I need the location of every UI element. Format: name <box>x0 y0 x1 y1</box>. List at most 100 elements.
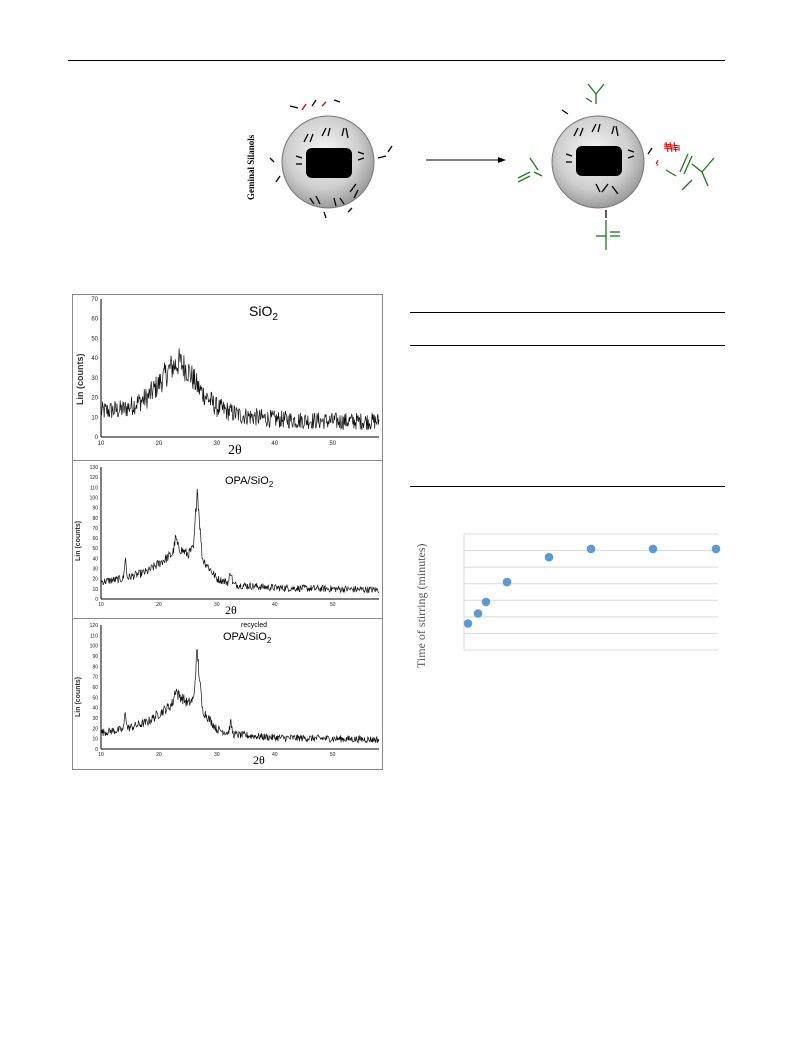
y-tick-label: 70 <box>91 297 98 303</box>
y-tick-label: 20 <box>92 577 98 583</box>
stirring-chart: Time of stirring (minutes) <box>400 520 730 680</box>
x-tick-label: 50 <box>330 752 336 758</box>
y-tick-label: 30 <box>92 716 98 722</box>
xrd-panel-opa-sio2: 0 10 20 30 40 50 60 70 80 90 100 110 120 130 10 20 30 40 5… <box>72 460 383 620</box>
silica-sphere-right: s <box>517 83 715 250</box>
y-tick-label: 40 <box>91 356 98 362</box>
x-tick-label: 10 <box>98 441 105 447</box>
reaction-scheme: s Geminal Silanols <box>240 80 740 260</box>
xrd-2-title-sub: 2 <box>268 480 274 490</box>
x-tick-label: 30 <box>214 602 220 608</box>
xrd-3-ylabel: Lin (counts) <box>75 676 82 717</box>
xrd-3-xlabel: 2θ <box>253 753 265 767</box>
xrd-trace-2 <box>100 488 380 594</box>
y-tick-label: 50 <box>92 546 98 552</box>
y-tick-label: 60 <box>92 685 98 691</box>
x-tick-label: 40 <box>272 752 278 758</box>
x-tick-label: 40 <box>271 441 278 447</box>
xrd-3-title-sub: 2 <box>266 636 272 646</box>
xrd-3-title-main: OPA/SiO <box>223 631 267 643</box>
y-tick-label: 10 <box>91 415 98 421</box>
y-tick-label: 0 <box>95 747 98 753</box>
y-tick-label: 10 <box>92 737 98 743</box>
xrd-3-title: OPA/SiO2 <box>223 631 271 645</box>
y-tick-label: 30 <box>91 376 98 382</box>
x-tick-label: 20 <box>156 602 162 608</box>
y-tick-label: 60 <box>92 536 98 542</box>
y-tick-label: 10 <box>92 587 98 593</box>
geminal-silanols-label: Geminal Silanols <box>246 134 256 200</box>
y-tick-label: 120 <box>90 623 99 629</box>
y-tick-label: 0 <box>95 435 99 441</box>
xrd-2-title: OPA/SiO2 <box>225 475 273 489</box>
y-tick-label: 50 <box>91 336 98 342</box>
y-tick-label: 120 <box>90 475 99 481</box>
x-tick-label: 40 <box>272 602 278 608</box>
y-tick-label: 80 <box>92 664 98 670</box>
scatter-point <box>711 544 721 554</box>
xrd-1-xlabel: 2θ <box>228 443 242 458</box>
y-tick-label: 20 <box>91 396 98 402</box>
silica-sphere-left <box>269 99 393 219</box>
xrd-1-title-main: SiO <box>249 303 273 319</box>
y-tick-label: 110 <box>90 485 98 491</box>
x-tick-label: 20 <box>156 441 163 447</box>
svg-text:s: s <box>656 160 659 168</box>
xrd-panel-sio2: 0 10 20 30 40 50 60 70 10 20 30 40 50 SiO2 Lin (coun… <box>72 294 383 462</box>
x-tick-label: 20 <box>156 752 162 758</box>
y-tick-label: 90 <box>92 654 98 660</box>
y-tick-label: 90 <box>92 506 98 512</box>
stirring-ylabel: Time of stirring (minutes) <box>414 543 428 668</box>
xrd-trace-1 <box>100 348 380 431</box>
scatter-point <box>648 544 658 554</box>
x-tick-label: 50 <box>330 602 336 608</box>
y-tick-label: 40 <box>92 706 98 712</box>
scatter-point <box>463 619 473 628</box>
scheme-drawing: s <box>269 83 715 250</box>
y-tick-label: 70 <box>92 526 98 532</box>
header-rule <box>68 60 725 61</box>
y-tick-label: 70 <box>92 675 98 681</box>
y-tick-label: 80 <box>92 516 98 522</box>
xrd-trace-3 <box>100 648 380 744</box>
xrd-1-title-sub: 2 <box>272 311 278 323</box>
x-tick-label: 30 <box>213 441 220 447</box>
y-tick-label: 60 <box>91 317 98 323</box>
y-tick-label: 100 <box>90 644 99 650</box>
table-header-rule <box>410 345 725 346</box>
xrd-3-title-pre: recycled <box>241 622 268 629</box>
scatter-point <box>502 577 512 587</box>
table-bottom-rule <box>410 486 725 487</box>
scatter-point <box>544 552 554 562</box>
y-tick-label: 40 <box>92 556 98 562</box>
x-tick-label: 10 <box>98 752 104 758</box>
x-tick-label: 10 <box>98 602 104 608</box>
table-top-rule <box>410 312 725 313</box>
scatter-point <box>473 609 483 618</box>
y-tick-label: 130 <box>90 465 99 471</box>
reaction-arrow <box>426 157 506 163</box>
y-tick-label: 30 <box>92 567 98 573</box>
y-tick-label: 20 <box>92 726 98 732</box>
scatter-point <box>481 597 491 607</box>
x-tick-label: 50 <box>329 441 336 447</box>
y-tick-label: 50 <box>92 695 98 701</box>
xrd-2-ylabel: Lin (counts) <box>75 520 82 561</box>
y-tick-label: 110 <box>90 633 98 639</box>
scatter-point <box>586 544 596 554</box>
xrd-2-title-main: OPA/SiO <box>225 475 269 487</box>
y-tick-label: 0 <box>95 597 98 603</box>
y-tick-label: 100 <box>90 495 99 501</box>
xrd-1-title: SiO2 <box>249 303 278 323</box>
xrd-1-ylabel: Lin (counts) <box>75 353 85 406</box>
xrd-panel-recycled: 0 10 20 30 40 50 60 70 80 90 100 110 120 10 20 30 40 50 r… <box>72 618 383 770</box>
stirring-chart-svg <box>463 533 721 651</box>
xrd-2-xlabel: 2θ <box>225 603 237 617</box>
x-tick-label: 30 <box>214 752 220 758</box>
